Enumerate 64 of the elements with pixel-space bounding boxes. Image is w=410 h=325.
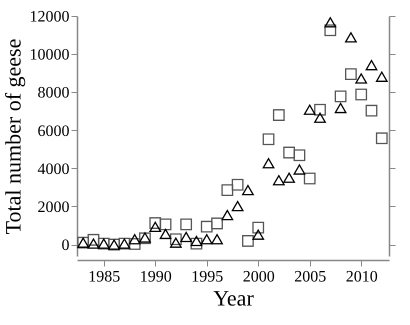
- point: [160, 228, 172, 240]
- point: [355, 73, 368, 84]
- point: [149, 222, 162, 232]
- point: [334, 102, 346, 114]
- point: [200, 234, 213, 244]
- point: [170, 237, 182, 248]
- point: [252, 229, 264, 240]
- x-tick-label: 2000: [242, 268, 275, 286]
- point: [366, 104, 378, 117]
- point: [180, 232, 192, 242]
- point: [160, 218, 172, 230]
- point: [304, 104, 316, 115]
- point: [272, 109, 285, 121]
- point: [355, 88, 368, 100]
- y-tick-label: 12000: [30, 8, 70, 26]
- y-axis-title: Total number of geese: [0, 38, 26, 234]
- point: [128, 234, 141, 244]
- point: [304, 172, 316, 184]
- y-tick-label: 10000: [30, 46, 70, 64]
- point: [366, 60, 378, 70]
- point: [334, 90, 346, 102]
- point: [252, 222, 264, 234]
- x-tick-label: 1985: [88, 268, 120, 286]
- y-tick-label: 4000: [38, 160, 70, 178]
- y-tick-label: 2000: [38, 198, 70, 216]
- point: [200, 220, 213, 233]
- point: [262, 158, 274, 168]
- point: [149, 217, 162, 229]
- point: [242, 235, 254, 247]
- point: [88, 234, 100, 246]
- point: [376, 72, 388, 82]
- x-tick-label: 1995: [191, 268, 224, 286]
- point: [283, 172, 296, 183]
- point: [211, 218, 223, 230]
- point: [190, 238, 202, 250]
- point: [294, 164, 306, 175]
- point: [314, 104, 326, 116]
- point: [294, 149, 306, 162]
- point: [345, 32, 357, 43]
- point: [180, 218, 192, 230]
- y-tick-label: 0: [62, 237, 70, 254]
- point: [211, 234, 223, 244]
- point: [242, 184, 254, 196]
- y-tick-label: 8000: [38, 84, 70, 102]
- x-tick-label: 1990: [140, 268, 172, 286]
- point: [324, 17, 336, 28]
- point: [262, 133, 274, 146]
- y-tick-label: 6000: [38, 122, 70, 140]
- point: [314, 112, 326, 123]
- point: [272, 175, 285, 186]
- point: [221, 210, 234, 220]
- point: [170, 233, 182, 246]
- point: [232, 200, 244, 212]
- point: [345, 68, 357, 80]
- point: [324, 24, 336, 36]
- x-tick-label: 2005: [294, 268, 326, 286]
- point: [283, 146, 296, 158]
- point: [232, 178, 244, 191]
- point: [376, 132, 388, 144]
- x-axis-title: Year: [213, 286, 254, 310]
- point: [190, 236, 202, 246]
- point: [88, 238, 100, 249]
- x-tick-label: 2010: [346, 268, 378, 286]
- point: [221, 184, 234, 196]
